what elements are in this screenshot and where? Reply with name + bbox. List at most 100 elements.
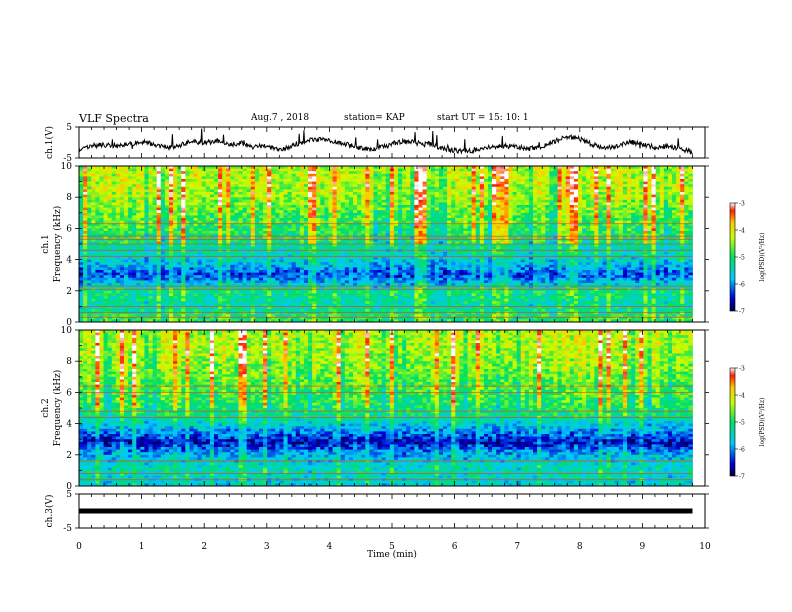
spectrogram-cell <box>267 238 272 242</box>
spectrogram-cell <box>496 166 501 169</box>
spectrogram-cell <box>83 233 88 237</box>
spectrogram-cell <box>643 189 648 193</box>
spectrogram-cell <box>312 181 317 185</box>
spectrogram-cell <box>512 241 518 245</box>
spectrogram-cell <box>377 225 383 229</box>
spectrogram-cell <box>471 207 477 211</box>
spectrogram-cell <box>258 218 264 221</box>
spectrogram-cell <box>434 223 440 227</box>
spectrogram-cell <box>283 192 288 195</box>
spectrogram-cell <box>95 212 100 216</box>
spectrogram-cell <box>361 192 366 195</box>
spectrogram-cell <box>602 233 607 237</box>
spectrogram-cell <box>168 171 174 175</box>
spectrogram-cell <box>132 228 137 232</box>
spectrogram-cell <box>561 168 567 172</box>
spectrogram-cell <box>168 192 174 195</box>
spectrogram-cell <box>381 207 387 211</box>
spectrogram-cell <box>209 249 215 253</box>
spectrogram-cell <box>663 179 669 182</box>
spectrogram-cell <box>164 166 170 169</box>
spectrogram-cell <box>299 210 305 214</box>
spectrogram-cell <box>103 181 109 185</box>
spectrogram-cell <box>340 244 346 247</box>
spectrogram-cell <box>144 244 149 247</box>
spectrogram-cell <box>537 238 542 242</box>
spectrogram-cell <box>91 179 96 182</box>
spectrogram-cell <box>189 173 194 177</box>
spectrogram-cell <box>508 246 513 250</box>
spectrogram-cell <box>308 207 313 211</box>
spectrogram-cell <box>140 246 145 250</box>
spectrogram-cell <box>99 168 104 172</box>
spectrogram-cell <box>242 238 248 242</box>
spectrogram-cell <box>688 207 693 211</box>
spectrogram-cell <box>532 241 538 245</box>
spectrogram-cell <box>385 176 391 180</box>
spectrogram-cell <box>667 231 673 234</box>
spectrogram-cell <box>577 189 583 193</box>
spectrogram-cell <box>87 184 92 188</box>
spectrogram-cell <box>443 171 448 175</box>
spectrogram-cell <box>516 189 522 193</box>
spectrogram-cell <box>238 166 243 169</box>
spectrogram-cell <box>402 231 407 234</box>
spectrogram-cell <box>238 189 243 193</box>
spectrogram-cell <box>659 184 665 188</box>
spectrogram-cell <box>324 231 329 234</box>
spectrogram-cell <box>627 194 632 198</box>
spectrogram-cell <box>218 205 223 208</box>
spectrogram-cell <box>222 215 227 219</box>
spectrogram-cell <box>365 228 370 232</box>
spectrogram-cell <box>193 205 199 208</box>
spectrogram-cell <box>160 251 166 255</box>
spectrogram-cell <box>406 223 411 227</box>
spectrogram-cell <box>303 181 309 185</box>
spectrogram-cell <box>115 236 121 240</box>
spectrogram-cell <box>234 215 239 219</box>
spectrogram-cell <box>483 166 489 169</box>
spectrogram-cell <box>545 199 550 203</box>
spectrogram-cell <box>222 220 227 224</box>
spectrogram-cell <box>156 176 162 180</box>
spectrogram-cell <box>573 171 579 175</box>
spectrogram-cell <box>99 199 104 203</box>
spectrogram-cell <box>222 228 227 232</box>
spectrogram-cell <box>426 215 432 219</box>
spectrogram-cell <box>152 244 158 247</box>
spectrogram-cell <box>610 202 616 206</box>
spectrogram-cell <box>91 173 96 177</box>
spectrogram-cell <box>475 184 481 188</box>
spectrogram-cell <box>291 246 297 250</box>
spectrogram-cell <box>254 194 260 198</box>
spectrogram-cell <box>332 220 338 224</box>
spectrogram-cell <box>79 246 84 250</box>
spectrogram-cell <box>299 176 305 180</box>
spectrogram-cell <box>667 181 673 185</box>
spectrogram-cell <box>389 207 395 211</box>
spectrogram-cell <box>83 207 88 211</box>
spectrogram-cell <box>443 197 448 201</box>
spectrogram-cell <box>344 236 350 240</box>
spectrogram-cell <box>434 241 440 245</box>
spectrogram-cell <box>205 238 211 242</box>
spectrogram-cell <box>598 236 603 240</box>
spectrogram-cell <box>201 244 207 247</box>
spectrogram-cell <box>663 244 669 247</box>
spectrogram-cell <box>492 197 497 201</box>
spectrogram-cell <box>230 197 235 201</box>
spectrogram-cell <box>622 220 628 224</box>
spectrogram-cell <box>426 244 432 247</box>
spectrogram-cell <box>430 202 436 206</box>
spectrogram-cell <box>218 168 223 172</box>
spectrogram-cell <box>684 179 689 182</box>
spectrogram-cell <box>667 166 673 169</box>
spectrogram-cell <box>393 166 399 169</box>
spectrogram-cell <box>132 231 137 234</box>
spectrogram-cell <box>205 173 211 177</box>
spectrogram-cell <box>586 210 591 214</box>
spectrogram-cell <box>132 197 137 201</box>
spectrogram-cell <box>643 184 648 188</box>
spectrogram-cell <box>340 238 346 242</box>
spectrogram-cell <box>115 251 121 255</box>
